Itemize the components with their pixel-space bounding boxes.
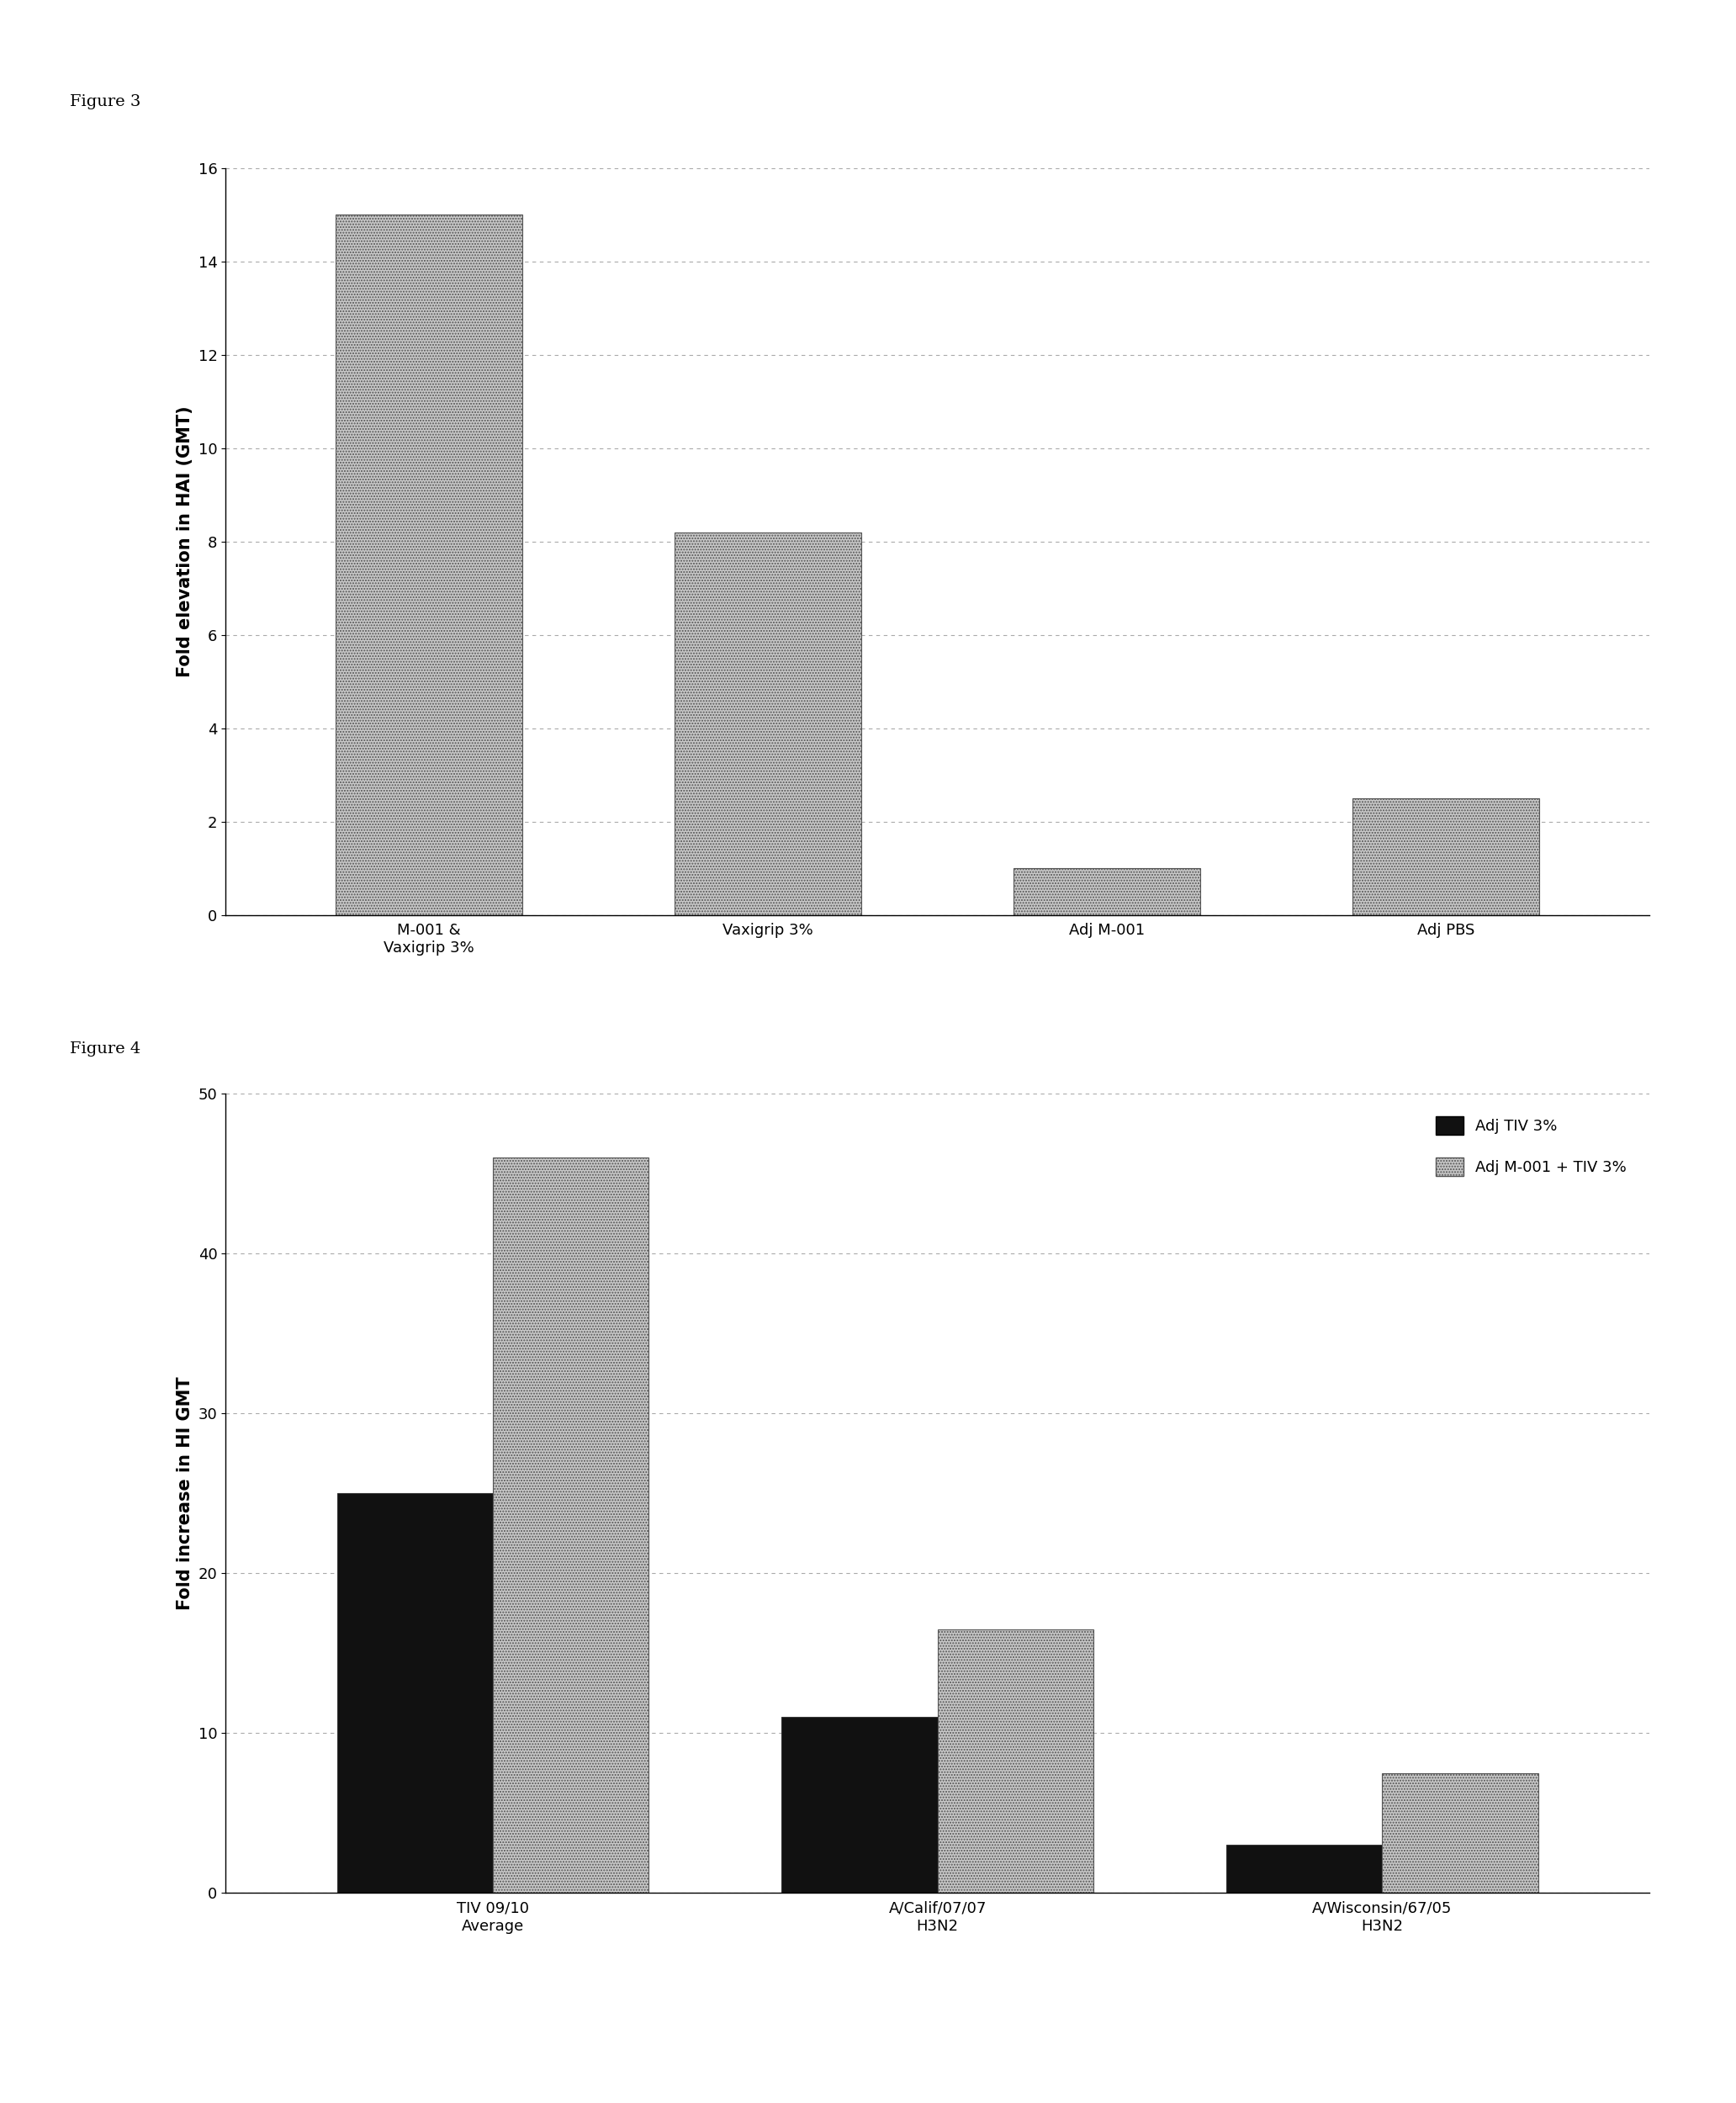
Legend: Adj TIV 3%, Adj M-001 + TIV 3%: Adj TIV 3%, Adj M-001 + TIV 3%: [1420, 1102, 1642, 1192]
Bar: [1014, 869, 1200, 915]
Bar: [493, 1157, 648, 1893]
Y-axis label: Fold elevation in HAI (GMT): Fold elevation in HAI (GMT): [177, 406, 194, 677]
Bar: [1352, 799, 1540, 915]
Bar: [335, 215, 523, 915]
Bar: [937, 1630, 1094, 1893]
Text: Figure 3: Figure 3: [69, 95, 141, 109]
Bar: [337, 1493, 493, 1893]
Y-axis label: Fold increase in HI GMT: Fold increase in HI GMT: [177, 1375, 194, 1611]
Bar: [781, 1716, 937, 1893]
Bar: [1382, 1773, 1538, 1893]
Text: Figure 4: Figure 4: [69, 1041, 141, 1056]
Bar: [675, 532, 861, 915]
Bar: [1227, 1844, 1382, 1893]
